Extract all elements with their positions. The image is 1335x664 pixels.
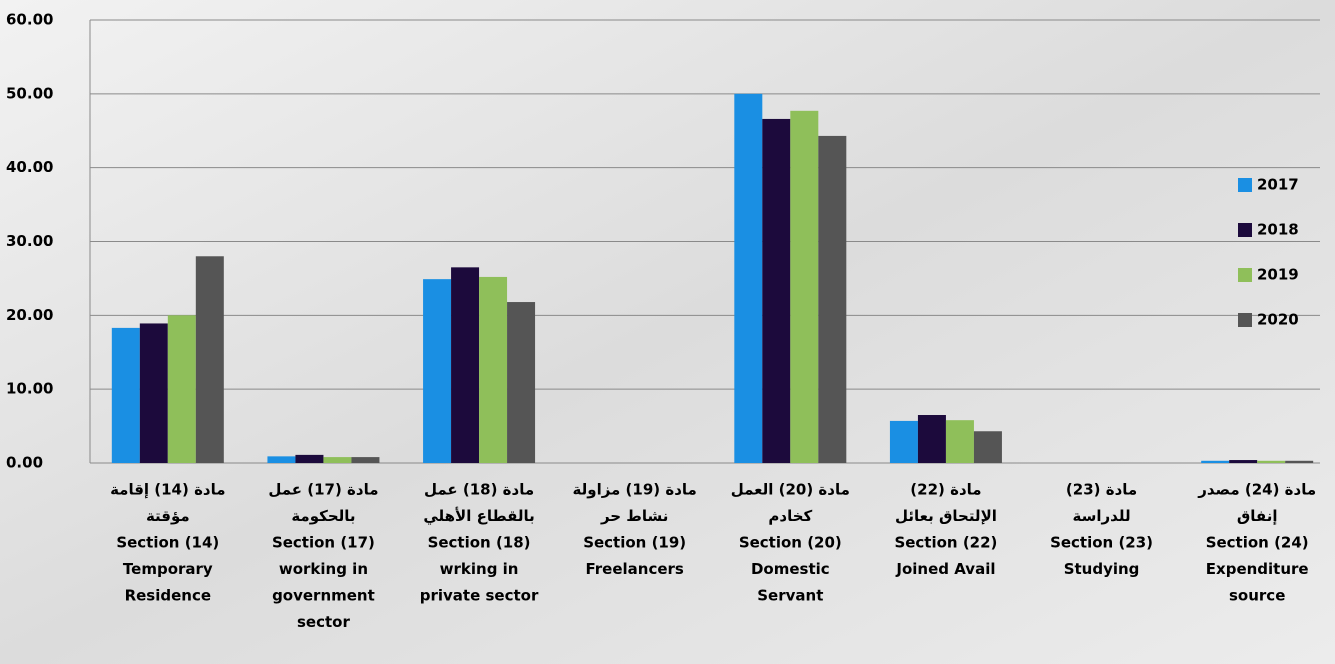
x-tick-label: كخادم <box>768 507 812 525</box>
bar <box>267 456 296 463</box>
legend-label: 2019 <box>1257 266 1299 284</box>
bar <box>889 420 918 463</box>
x-tick-label: private sector <box>420 587 539 605</box>
y-tick-label: 30.00 <box>6 232 53 250</box>
bar <box>1201 460 1230 463</box>
x-tick-label: sector <box>297 613 350 631</box>
bar <box>945 420 974 463</box>
y-tick-label: 60.00 <box>6 11 53 29</box>
x-tick-label: Temporary <box>123 560 213 578</box>
bar <box>167 315 196 463</box>
x-tick-label: Servant <box>757 587 823 605</box>
bar <box>1285 460 1314 463</box>
x-tick-label: Section (19) <box>583 534 686 552</box>
legend-swatch <box>1238 313 1252 327</box>
x-tick-label: Freelancers <box>586 560 684 578</box>
legend-label: 2017 <box>1257 176 1299 194</box>
x-tick-label: Section (23) <box>1050 534 1153 552</box>
x-tick-label: مادة (17) عمل <box>268 481 378 499</box>
bar <box>195 256 224 463</box>
y-tick-label: 20.00 <box>6 306 53 324</box>
bar <box>1229 460 1258 463</box>
bar <box>507 302 536 463</box>
legend-swatch <box>1238 178 1252 192</box>
x-tick-label: مادة (24) مصدر <box>1197 481 1316 499</box>
x-tick-label: مادة (19) مزاولة <box>573 481 697 499</box>
x-tick-label: Expenditure <box>1206 560 1309 578</box>
x-tick-label: Residence <box>125 587 211 605</box>
legend-label: 2018 <box>1257 221 1299 239</box>
bar <box>734 93 763 463</box>
x-tick-label: مؤقتة <box>146 507 190 525</box>
bar <box>323 457 352 463</box>
x-tick-label: working in <box>279 560 368 578</box>
bar <box>762 118 791 463</box>
bar <box>351 457 380 463</box>
x-tick-label: Section (24) <box>1206 534 1309 552</box>
bar <box>423 279 452 463</box>
x-tick-label: Studying <box>1064 560 1140 578</box>
x-tick-label: نشاط حر <box>600 507 668 525</box>
bar <box>973 431 1002 463</box>
x-tick-label: Section (20) <box>739 534 842 552</box>
x-tick-label: Section (22) <box>894 534 997 552</box>
legend-swatch <box>1238 223 1252 237</box>
x-tick-label: الإلتحاق بعائل <box>895 507 997 525</box>
bar <box>818 135 847 463</box>
x-tick-label: wrking in <box>440 560 519 578</box>
x-tick-label: بالحكومة <box>291 507 355 525</box>
x-tick-label: Section (18) <box>428 534 531 552</box>
y-tick-label: 40.00 <box>6 158 53 176</box>
x-tick-label: مادة (18) عمل <box>424 481 534 499</box>
x-tick-label: مادة (20) العمل <box>731 481 850 499</box>
x-tick-label: مادة (22) <box>910 481 981 499</box>
bar <box>139 323 168 463</box>
x-tick-label: مادة (23) <box>1066 481 1137 499</box>
bar <box>111 327 140 463</box>
y-tick-label: 50.00 <box>6 84 53 102</box>
x-tick-label: source <box>1229 587 1285 605</box>
x-tick-label: Section (14) <box>116 534 219 552</box>
bar <box>479 276 508 463</box>
bar <box>451 267 480 463</box>
legend-label: 2020 <box>1257 311 1299 329</box>
bar <box>790 110 819 463</box>
x-tick-label: مادة (14) إقامة <box>110 481 226 499</box>
x-tick-label: للدراسة <box>1073 507 1131 525</box>
y-tick-label: 0.00 <box>6 454 43 472</box>
y-tick-label: 10.00 <box>6 380 53 398</box>
x-tick-label: Joined Avail <box>895 560 995 578</box>
x-tick-label: Domestic <box>751 560 830 578</box>
x-tick-label: بالقطاع الأهلي <box>423 507 534 525</box>
bar <box>295 454 324 463</box>
bar <box>917 415 946 463</box>
bar <box>1257 460 1286 463</box>
legend-swatch <box>1238 268 1252 282</box>
x-tick-label: government <box>272 587 375 605</box>
x-tick-label: إنفاق <box>1237 507 1278 525</box>
x-tick-label: Section (17) <box>272 534 375 552</box>
